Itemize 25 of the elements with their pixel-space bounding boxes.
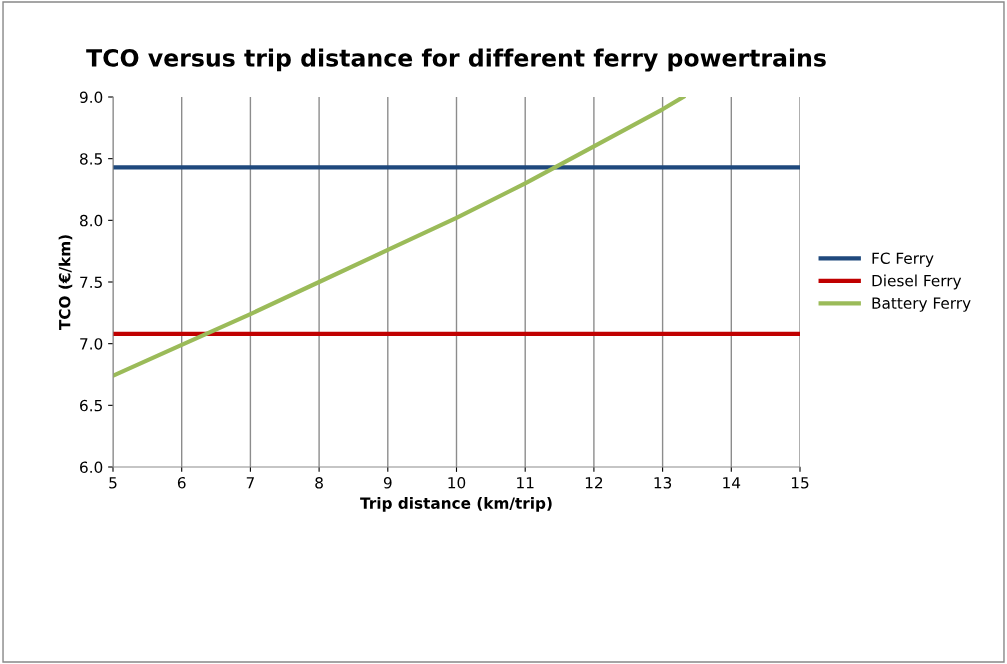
line-series (113, 97, 686, 378)
y-tick-label: 9.0 (79, 91, 103, 104)
x-tick-label: 12 (585, 476, 603, 489)
y-tick-label: 6.5 (80, 399, 102, 412)
x-tick-label: 8 (315, 476, 323, 489)
x-tick-label: 13 (654, 476, 672, 489)
y-tick-label: 8.0 (80, 214, 103, 227)
x-tick-label: 7 (246, 477, 254, 489)
x-tick-label: 14 (723, 477, 741, 489)
y-tick-label: 8.5 (80, 153, 102, 165)
y-tick-label: 7.5 (80, 276, 102, 289)
x-tick-label: 15 (791, 477, 809, 489)
x-tick-label: 5 (109, 477, 117, 489)
legend-label: Diesel Ferry (872, 274, 962, 290)
x-tick-label: 10 (448, 476, 466, 489)
y-axis-title: TCO (€/km) (58, 235, 73, 331)
y-tick-label: 6.0 (80, 461, 103, 474)
legend-label: FC Ferry (872, 252, 934, 267)
chart-title: TCO versus trip distance for different ferry powertrains (86, 48, 826, 72)
y-tick-label: 7.0 (80, 338, 103, 350)
x-tick-label: 6 (177, 476, 186, 489)
x-tick-label: 11 (517, 477, 534, 489)
x-axis-title: Trip distance (km/trip) (360, 497, 552, 512)
x-tick-label: 9 (383, 476, 392, 489)
legend-label: Battery Ferry (872, 297, 971, 312)
